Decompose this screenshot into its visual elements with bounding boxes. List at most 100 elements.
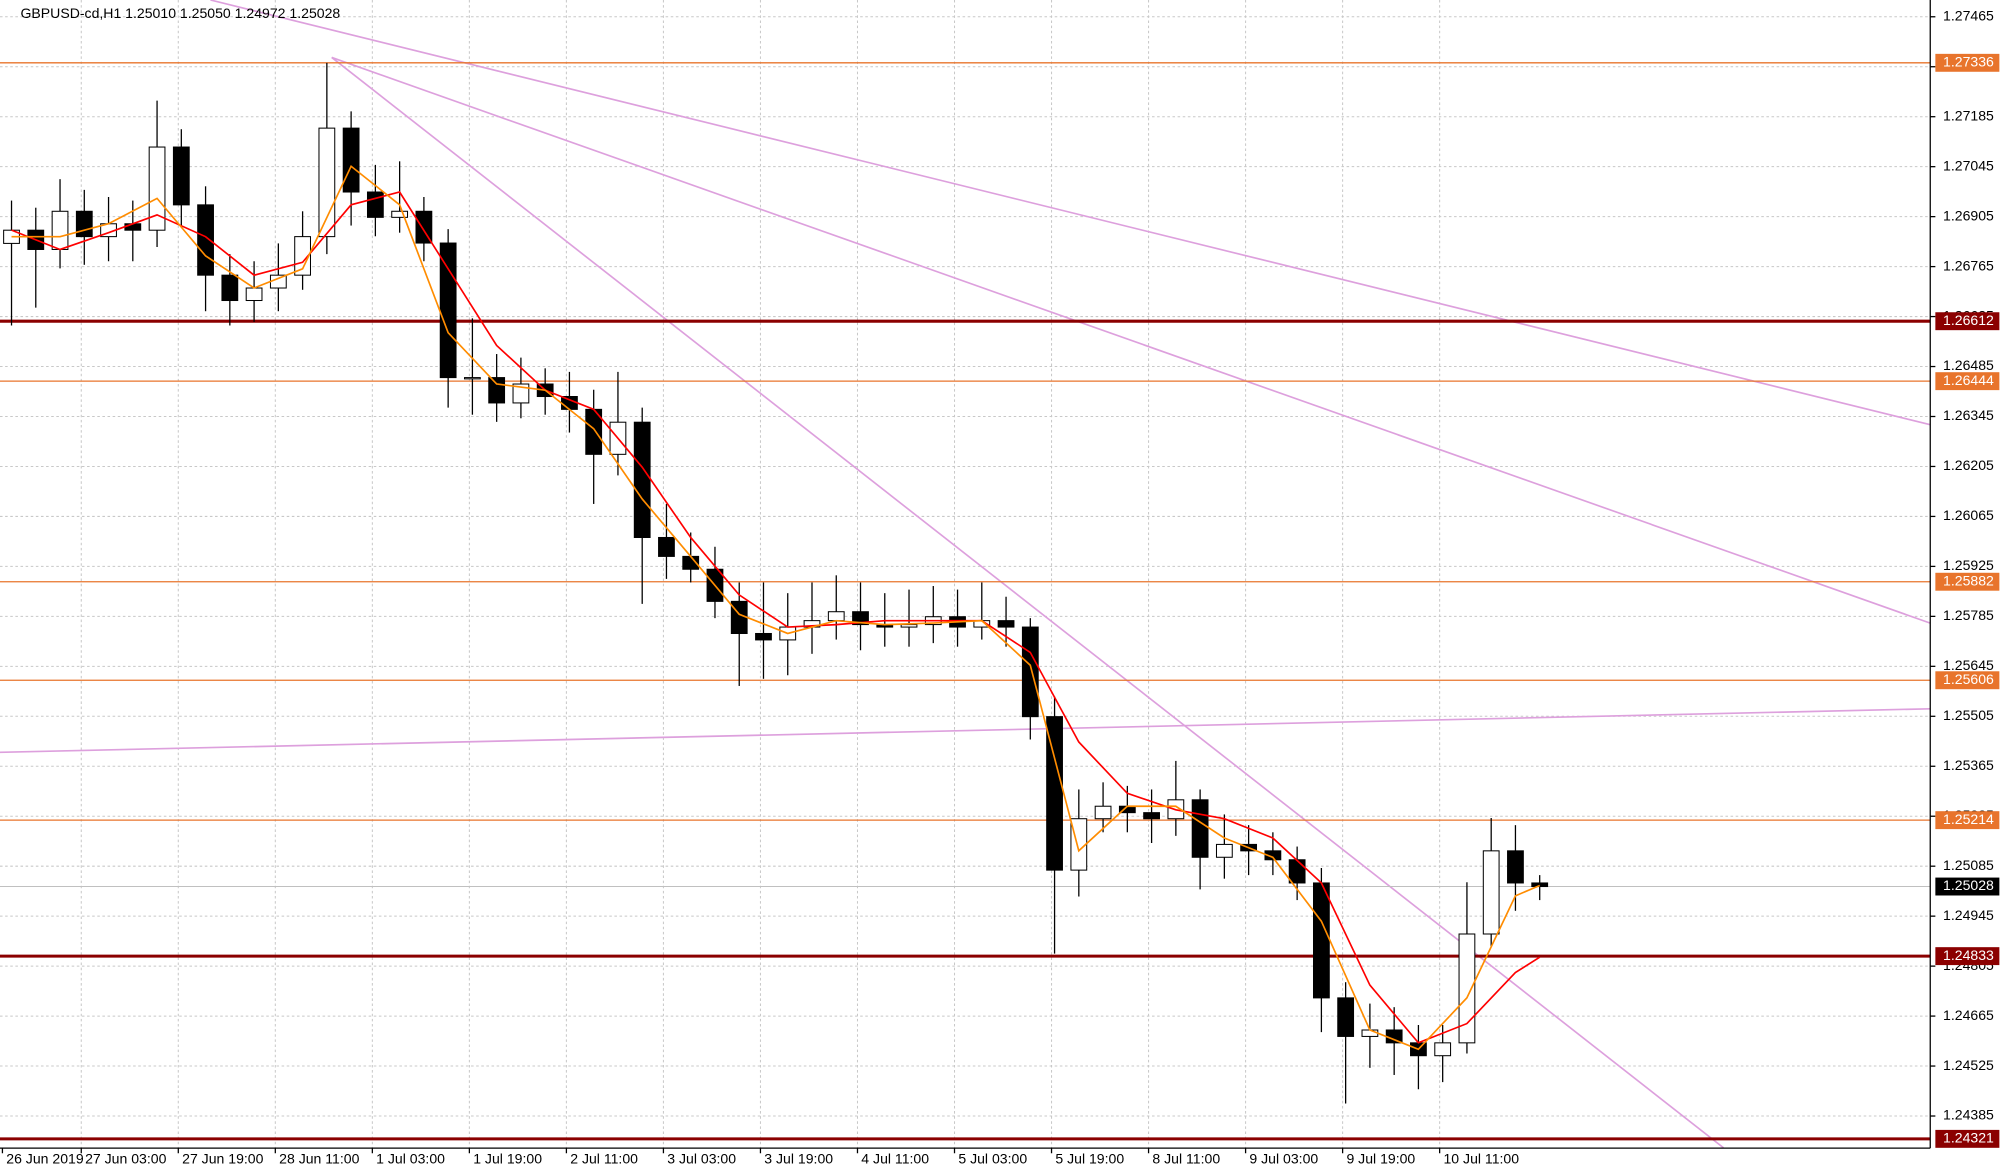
level-label-box: [1935, 53, 2000, 72]
y-tick-label: 1.25925: [1943, 557, 1994, 573]
candle-body: [1021, 626, 1039, 718]
candle-body: [1458, 933, 1476, 1044]
x-tick-label: 28 Jun 11:00: [279, 1150, 359, 1166]
candle-body: [318, 127, 336, 238]
candle-body: [1264, 850, 1282, 861]
candle-body: [827, 611, 845, 622]
candle-body: [512, 383, 530, 404]
candle-body: [1215, 843, 1233, 858]
level-label: 1.27336: [1943, 54, 1994, 70]
candle-body: [245, 287, 263, 302]
x-tick-label: 8 Jul 11:00: [1152, 1150, 1220, 1166]
x-tick-label: 1 Jul 03:00: [376, 1150, 445, 1166]
y-tick-label: 1.27465: [1943, 7, 1994, 23]
trendline: [331, 56, 1724, 1149]
candle-body: [342, 127, 360, 193]
drawing-layer: [0, 0, 1931, 1149]
candle-body: [1531, 882, 1549, 888]
candle-body: [633, 421, 651, 538]
level-label: 1.24321: [1943, 1130, 1994, 1146]
candle-layer: [3, 62, 1549, 1104]
x-tick-label: 3 Jul 03:00: [667, 1150, 736, 1166]
candle-body: [658, 536, 675, 557]
candle-body: [75, 210, 93, 238]
candle-body: [148, 146, 166, 231]
candle-body: [852, 611, 869, 626]
y-tick-label: 1.25505: [1943, 707, 1994, 723]
level-label-box: [1935, 1129, 2000, 1148]
candle-body: [1191, 799, 1209, 858]
x-tick-label: 5 Jul 19:00: [1055, 1150, 1124, 1166]
x-tick-label: 9 Jul 19:00: [1346, 1150, 1415, 1166]
x-tick-label: 4 Jul 11:00: [861, 1150, 929, 1166]
x-tick-label: 9 Jul 03:00: [1249, 1150, 1318, 1166]
candle-body: [1434, 1042, 1452, 1057]
candle-body: [1507, 850, 1524, 884]
candle-body: [1288, 859, 1306, 884]
y-tick-label: 1.27045: [1943, 157, 1994, 173]
candle-body: [1312, 882, 1330, 999]
y-tick-label: 1.25085: [1943, 857, 1994, 873]
y-tick-label: 1.25785: [1943, 607, 1994, 623]
x-tick-label: 3 Jul 19:00: [764, 1150, 833, 1166]
candle-body: [221, 274, 239, 302]
candle-body: [439, 242, 457, 379]
y-tick-label: 1.24385: [1943, 1107, 1994, 1123]
current-price-label: 1.25028: [1943, 877, 1994, 893]
candle-body: [900, 624, 918, 628]
level-label-box: [1935, 947, 2000, 966]
moving-average: [11, 164, 1541, 1051]
candle-body: [51, 210, 69, 250]
candle-body: [488, 377, 506, 404]
chart-title: GBPUSD-cd,H1 1.25010 1.25050 1.24972 1.2…: [20, 5, 340, 21]
x-tick-label: 10 Jul 11:00: [1443, 1150, 1519, 1166]
x-tick-label: 5 Jul 03:00: [958, 1150, 1027, 1166]
candle-body: [124, 223, 142, 231]
y-tick-label: 1.26065: [1943, 507, 1994, 523]
level-label-box: [1935, 372, 2000, 391]
level-label: 1.25214: [1943, 811, 1994, 827]
candle-body: [366, 191, 384, 218]
candle-body: [1070, 818, 1088, 871]
level-label-box: [1935, 811, 2000, 830]
candle-body: [1361, 1029, 1379, 1037]
grid-layer: [0, 0, 1931, 1149]
y-tick-label: 1.26205: [1943, 457, 1994, 473]
x-tick-label: 27 Jun 19:00: [182, 1150, 263, 1166]
x-tick-label: 2 Jul 11:00: [570, 1150, 638, 1166]
x-tick-label: 26 Jun 2019: [6, 1150, 84, 1166]
level-label: 1.24833: [1943, 947, 1994, 963]
y-tick-label: 1.26905: [1943, 207, 1994, 223]
y-tick-label: 1.24665: [1943, 1007, 1994, 1023]
candle-body: [1046, 716, 1063, 871]
y-tick-label: 1.25645: [1943, 657, 1994, 673]
level-label: 1.25882: [1943, 572, 1994, 588]
x-tick-label: 27 Jun 03:00: [85, 1150, 166, 1166]
candle-body: [464, 377, 481, 380]
trendline: [0, 707, 1931, 754]
trendline: [331, 56, 1931, 624]
candle-body: [294, 236, 311, 276]
candle-body: [755, 632, 772, 641]
level-label: 1.26444: [1943, 372, 1994, 388]
candle-body: [391, 210, 409, 218]
candle-body: [1143, 812, 1160, 820]
x-tick-label: 1 Jul 19:00: [473, 1150, 542, 1166]
axis-layer: 1.274651.273251.271851.270451.269051.267…: [1, 7, 2000, 1166]
y-tick-label: 1.26485: [1943, 357, 1994, 373]
candle-body: [997, 620, 1015, 628]
level-label: 1.26612: [1943, 312, 1994, 328]
trendline: [210, 0, 1931, 426]
moving-average: [11, 191, 1541, 1044]
candle-body: [1482, 850, 1500, 935]
y-tick-label: 1.24525: [1943, 1057, 1994, 1073]
level-label: 1.25606: [1943, 671, 1994, 687]
ma-layer: [11, 164, 1541, 1051]
candle-body: [1094, 805, 1112, 820]
level-label-box: [1935, 671, 2000, 690]
candle-body: [1337, 997, 1355, 1037]
candle-body: [730, 600, 748, 635]
candle-body: [1385, 1029, 1403, 1044]
